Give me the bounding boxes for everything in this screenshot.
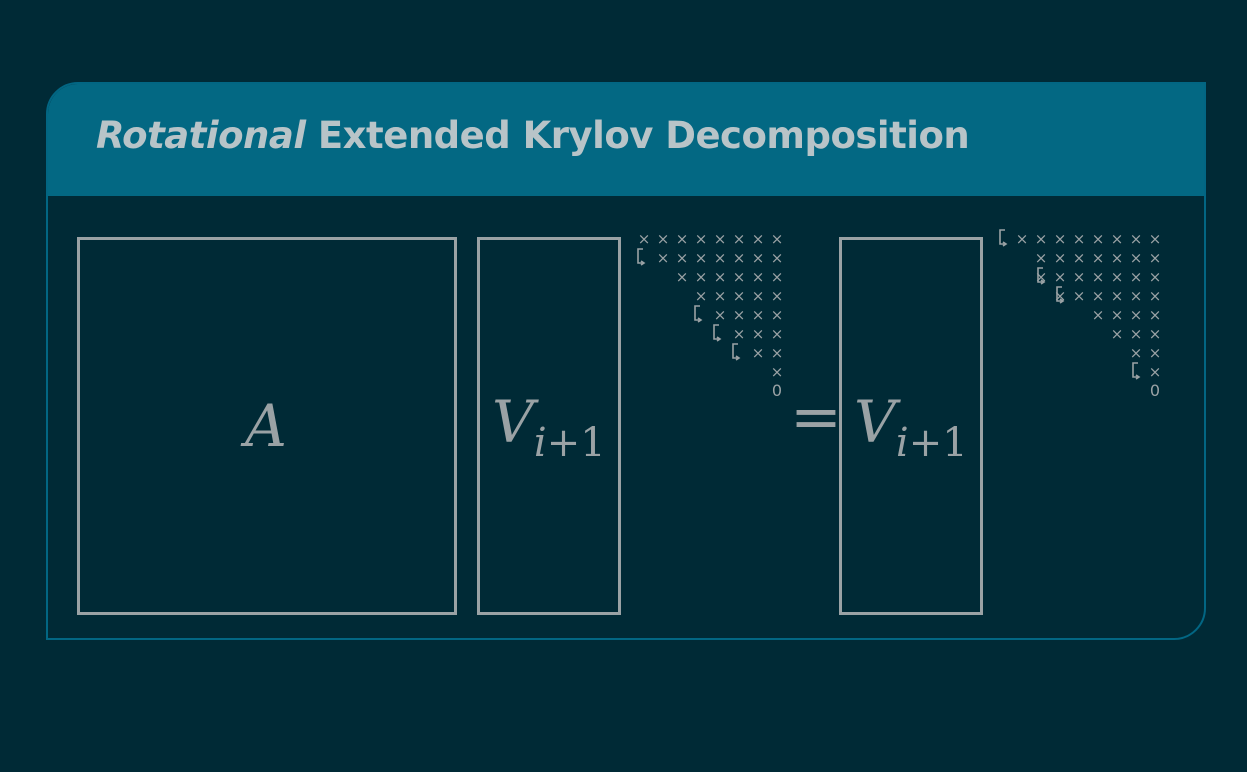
card-header: Rotational Extended Krylov Decomposition bbox=[48, 84, 1204, 196]
matrix-cell: × bbox=[1111, 268, 1124, 286]
matrix-cell: × bbox=[752, 344, 765, 362]
matrix-cell-zero: 0 bbox=[772, 381, 782, 400]
matrix-cell: × bbox=[1092, 268, 1105, 286]
rotator-down-icon bbox=[999, 229, 1008, 247]
matrix-cell: × bbox=[771, 249, 784, 267]
matrix-cell: × bbox=[1130, 230, 1143, 248]
matrix-cell: × bbox=[714, 306, 727, 324]
matrix-cell: × bbox=[714, 230, 727, 248]
matrix-cell: × bbox=[657, 230, 670, 248]
matrix-cell: × bbox=[1035, 230, 1048, 248]
matrix-cell: × bbox=[752, 287, 765, 305]
matrix-cell: × bbox=[752, 306, 765, 324]
rotator-up-icon bbox=[694, 305, 703, 323]
matrix-cell: × bbox=[1149, 306, 1162, 324]
matrix-cell: × bbox=[1092, 287, 1105, 305]
matrix-cell: × bbox=[1111, 249, 1124, 267]
matrix-cell: × bbox=[1130, 287, 1143, 305]
diagram-title: Rotational Extended Krylov Decomposition bbox=[96, 114, 970, 157]
matrix-a-label: A bbox=[245, 392, 287, 460]
matrix-cell: × bbox=[752, 268, 765, 286]
matrix-cell: × bbox=[1149, 249, 1162, 267]
matrix-cell: × bbox=[1130, 325, 1143, 343]
matrix-cell: × bbox=[714, 268, 727, 286]
matrix-cell: × bbox=[733, 268, 746, 286]
matrix-cell: × bbox=[1111, 230, 1124, 248]
matrix-cell: × bbox=[1149, 325, 1162, 343]
title-italic: Rotational bbox=[96, 114, 306, 157]
title-rest: Extended Krylov Decomposition bbox=[305, 114, 970, 157]
matrix-cell: × bbox=[1073, 249, 1086, 267]
matrix-cell: × bbox=[752, 230, 765, 248]
matrix-cell: × bbox=[1073, 287, 1086, 305]
matrix-cell: × bbox=[771, 325, 784, 343]
matrix-cell: × bbox=[771, 287, 784, 305]
matrix-cell: × bbox=[771, 363, 784, 381]
matrix-cell: × bbox=[676, 230, 689, 248]
matrix-cell: × bbox=[1149, 363, 1162, 381]
matrix-cell: × bbox=[752, 325, 765, 343]
rotator-up-icon bbox=[713, 324, 722, 342]
matrix-cell: × bbox=[771, 306, 784, 324]
matrix-cell: × bbox=[771, 344, 784, 362]
matrix-cell: × bbox=[676, 249, 689, 267]
matrix-cell: × bbox=[695, 249, 708, 267]
matrix-cell: × bbox=[638, 230, 651, 248]
rotator-down-icon bbox=[1056, 286, 1065, 304]
matrix-a-box bbox=[77, 237, 457, 615]
matrix-cell: × bbox=[1130, 249, 1143, 267]
rotator-up-icon bbox=[1037, 267, 1046, 285]
rotator-down-icon bbox=[637, 248, 646, 266]
rotator-down-icon bbox=[1132, 362, 1141, 380]
matrix-cell: × bbox=[1092, 306, 1105, 324]
right-hessenberg-matrix: × × × × × × × ×× × × × × × ×× × × × × × ×× × × × × ×× × × ×× × ×× ××0 bbox=[999, 229, 1162, 400]
matrix-cell: × bbox=[733, 325, 746, 343]
matrix-cell: × bbox=[1111, 287, 1124, 305]
matrix-cell: × bbox=[1111, 306, 1124, 324]
matrix-v-right-box bbox=[839, 237, 983, 615]
matrix-cell: × bbox=[1092, 249, 1105, 267]
rotator-down-icon bbox=[732, 343, 741, 361]
matrix-v-left-label: Vi+1 bbox=[492, 388, 606, 466]
matrix-cell: × bbox=[1149, 230, 1162, 248]
matrix-cell: × bbox=[695, 268, 708, 286]
matrix-cell: × bbox=[1149, 268, 1162, 286]
matrix-cell: × bbox=[714, 287, 727, 305]
matrix-cell: × bbox=[1111, 325, 1124, 343]
matrix-cell: × bbox=[1073, 230, 1086, 248]
matrix-cell: × bbox=[1130, 344, 1143, 362]
matrix-cell: × bbox=[733, 306, 746, 324]
matrix-cell: × bbox=[1016, 230, 1029, 248]
matrix-cell: × bbox=[1130, 306, 1143, 324]
left-hessenberg-matrix: × × × × × × × ×× × × × × × ×× × × × × ×× × × × ×× × × ×× × ×× ××0 bbox=[637, 230, 784, 400]
matrix-cell: × bbox=[1054, 268, 1067, 286]
matrix-cell: × bbox=[1130, 268, 1143, 286]
diagram-card: Rotational Extended Krylov Decomposition bbox=[46, 82, 1206, 640]
matrix-cell: × bbox=[1054, 249, 1067, 267]
equals-sign: = bbox=[790, 380, 842, 453]
matrix-cell: × bbox=[1149, 344, 1162, 362]
matrix-cell: × bbox=[771, 268, 784, 286]
matrix-cell: × bbox=[695, 287, 708, 305]
matrix-cell: × bbox=[695, 230, 708, 248]
matrix-cell: × bbox=[771, 230, 784, 248]
matrix-cell: × bbox=[1035, 249, 1048, 267]
matrix-cell-zero: 0 bbox=[1150, 381, 1160, 400]
matrix-cell: × bbox=[1054, 230, 1067, 248]
matrix-cell: × bbox=[733, 287, 746, 305]
matrix-cell: × bbox=[676, 268, 689, 286]
matrix-cell: × bbox=[714, 249, 727, 267]
matrix-cell: × bbox=[733, 230, 746, 248]
matrix-v-right-label: Vi+1 bbox=[854, 388, 968, 466]
matrix-cell: × bbox=[657, 249, 670, 267]
matrix-cell: × bbox=[1073, 268, 1086, 286]
matrix-v-left-box bbox=[477, 237, 621, 615]
matrix-cell: × bbox=[1092, 230, 1105, 248]
matrix-cell: × bbox=[752, 249, 765, 267]
matrix-cell: × bbox=[733, 249, 746, 267]
matrix-cell: × bbox=[1149, 287, 1162, 305]
